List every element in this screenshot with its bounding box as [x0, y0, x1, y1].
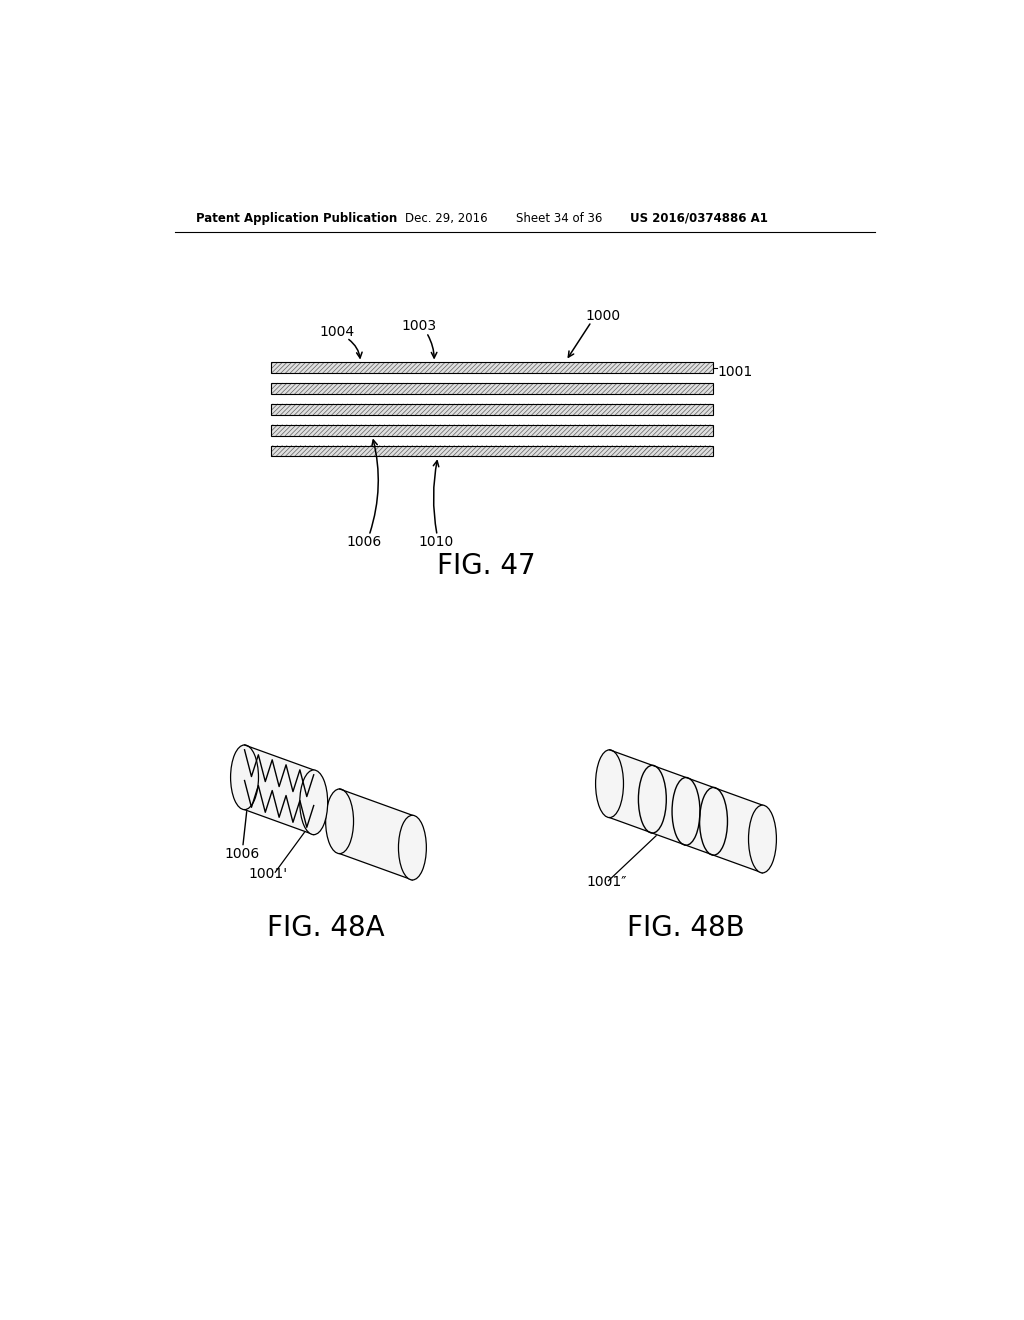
- Polygon shape: [340, 789, 413, 880]
- Bar: [271, 446, 713, 457]
- Bar: [271, 404, 713, 414]
- Text: 1006: 1006: [225, 846, 260, 861]
- Bar: [271, 425, 713, 436]
- Bar: [271, 425, 713, 436]
- Text: Dec. 29, 2016: Dec. 29, 2016: [406, 213, 488, 224]
- Ellipse shape: [326, 789, 353, 854]
- Text: 1001: 1001: [717, 366, 753, 379]
- Bar: [271, 383, 713, 393]
- Text: 1003: 1003: [401, 319, 436, 333]
- Text: Patent Application Publication: Patent Application Publication: [197, 213, 397, 224]
- Text: Sheet 34 of 36: Sheet 34 of 36: [515, 213, 602, 224]
- Ellipse shape: [230, 744, 258, 809]
- Ellipse shape: [749, 805, 776, 873]
- Text: 1006: 1006: [347, 535, 382, 549]
- Ellipse shape: [300, 770, 328, 834]
- Text: 1010: 1010: [419, 535, 454, 549]
- Text: FIG. 48B: FIG. 48B: [627, 915, 744, 942]
- Ellipse shape: [398, 816, 426, 880]
- Polygon shape: [245, 744, 313, 834]
- Bar: [271, 363, 713, 374]
- Bar: [271, 446, 713, 457]
- Text: FIG. 48A: FIG. 48A: [267, 915, 384, 942]
- Text: 1004: 1004: [319, 325, 354, 339]
- Ellipse shape: [596, 750, 624, 817]
- Text: 1000: 1000: [586, 309, 621, 323]
- Polygon shape: [609, 750, 763, 873]
- Bar: [271, 383, 713, 393]
- Text: FIG. 47: FIG. 47: [437, 553, 536, 581]
- Bar: [271, 404, 713, 414]
- Bar: [271, 363, 713, 374]
- Text: US 2016/0374886 A1: US 2016/0374886 A1: [630, 213, 768, 224]
- Text: 1001″: 1001″: [587, 875, 627, 890]
- Text: 1001': 1001': [248, 867, 288, 882]
